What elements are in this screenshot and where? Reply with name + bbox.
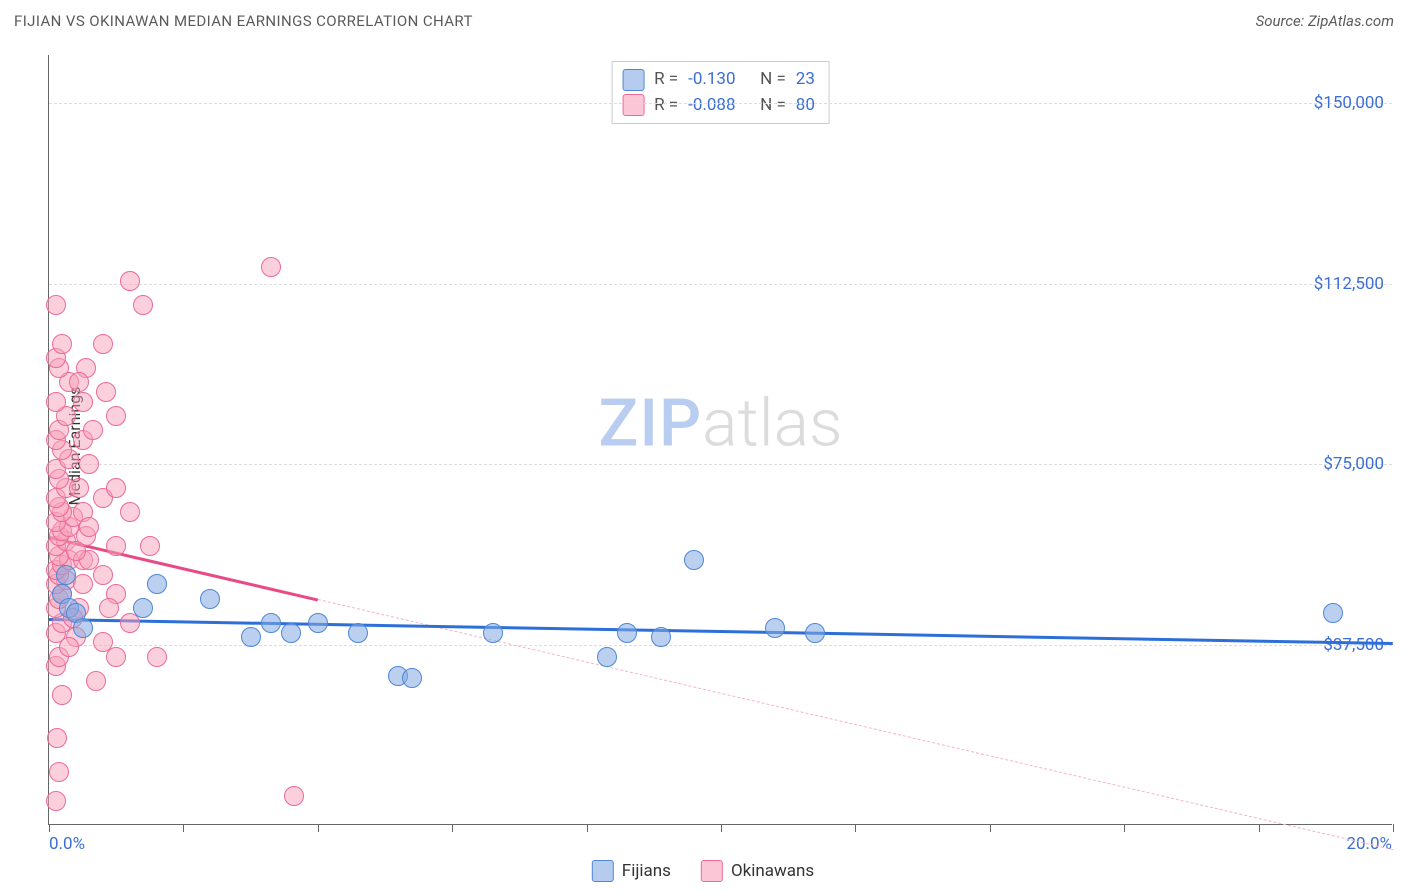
data-point xyxy=(46,295,66,315)
x-tick xyxy=(318,824,319,832)
stat-value-r: -0.130 xyxy=(688,67,750,93)
data-point xyxy=(56,565,76,585)
data-point xyxy=(79,517,99,537)
data-point xyxy=(200,589,220,609)
stat-label-n: N = xyxy=(760,67,786,93)
swatch-icon xyxy=(622,69,644,91)
x-tick xyxy=(1124,824,1125,832)
data-point xyxy=(120,271,140,291)
swatch-icon xyxy=(701,860,723,882)
gridline xyxy=(49,284,1392,285)
data-point xyxy=(684,550,704,570)
data-point xyxy=(147,647,167,667)
data-point xyxy=(47,728,67,748)
watermark-part2: atlas xyxy=(702,386,842,463)
header: FIJIAN VS OKINAWAN MEDIAN EARNINGS CORRE… xyxy=(0,0,1406,42)
data-point xyxy=(93,565,113,585)
data-point xyxy=(106,406,126,426)
stats-row-okinawans: R = -0.088 N = 80 xyxy=(622,93,815,119)
x-tick xyxy=(990,824,991,832)
data-point xyxy=(106,647,126,667)
source-attribution: Source: ZipAtlas.com xyxy=(1256,12,1394,30)
data-point xyxy=(83,420,103,440)
data-point xyxy=(261,257,281,277)
data-point xyxy=(483,623,503,643)
y-tick-label: $75,000 xyxy=(1323,454,1384,474)
data-point xyxy=(402,668,422,688)
stat-value-r: -0.088 xyxy=(688,93,750,119)
data-point xyxy=(651,627,671,647)
data-point xyxy=(308,613,328,633)
data-point xyxy=(597,647,617,667)
x-tick xyxy=(452,824,453,832)
x-tick xyxy=(1393,824,1394,832)
trendline xyxy=(318,599,1393,850)
legend-label: Fijians xyxy=(622,861,671,881)
plot-area: ZIPatlas R = -0.130 N = 23 R = -0.088 N … xyxy=(48,55,1392,825)
data-point xyxy=(147,574,167,594)
data-point xyxy=(96,382,116,402)
data-point xyxy=(617,623,637,643)
data-point xyxy=(69,478,89,498)
data-point xyxy=(281,623,301,643)
watermark-part1: ZIP xyxy=(599,386,703,463)
stats-row-fijians: R = -0.130 N = 23 xyxy=(622,67,815,93)
data-point xyxy=(348,623,368,643)
chart-title: FIJIAN VS OKINAWAN MEDIAN EARNINGS CORRE… xyxy=(14,12,473,30)
data-point xyxy=(73,392,93,412)
data-point xyxy=(66,541,86,561)
x-tick xyxy=(1259,824,1260,832)
data-point xyxy=(805,623,825,643)
data-point xyxy=(140,536,160,556)
x-tick-label: 0.0% xyxy=(49,834,85,854)
data-point xyxy=(241,627,261,647)
bottom-legend: Fijians Okinawans xyxy=(592,860,814,882)
data-point xyxy=(73,618,93,638)
data-point xyxy=(52,685,72,705)
data-point xyxy=(86,671,106,691)
watermark: ZIPatlas xyxy=(599,386,843,463)
stat-label-r: R = xyxy=(654,67,678,93)
legend-item-fijians: Fijians xyxy=(592,860,671,882)
data-point xyxy=(79,454,99,474)
data-point xyxy=(261,613,281,633)
y-tick-label: $112,500 xyxy=(1314,274,1384,294)
data-point xyxy=(106,536,126,556)
stat-value-n: 23 xyxy=(796,67,815,93)
data-point xyxy=(93,334,113,354)
legend-item-okinawans: Okinawans xyxy=(701,860,814,882)
data-point xyxy=(73,574,93,594)
data-point xyxy=(52,334,72,354)
data-point xyxy=(120,502,140,522)
gridline xyxy=(49,464,1392,465)
x-tick xyxy=(49,824,50,832)
data-point xyxy=(46,791,66,811)
stat-label-r: R = xyxy=(654,93,678,119)
gridline xyxy=(49,103,1392,104)
data-point xyxy=(69,372,89,392)
data-point xyxy=(59,637,79,657)
swatch-icon xyxy=(592,860,614,882)
data-point xyxy=(99,598,119,618)
swatch-icon xyxy=(622,94,644,116)
data-point xyxy=(284,786,304,806)
stat-value-n: 80 xyxy=(796,93,815,119)
data-point xyxy=(106,478,126,498)
data-point xyxy=(1323,603,1343,623)
x-tick xyxy=(587,824,588,832)
x-tick xyxy=(855,824,856,832)
data-point xyxy=(765,618,785,638)
x-tick xyxy=(183,824,184,832)
data-point xyxy=(49,762,69,782)
x-tick xyxy=(721,824,722,832)
stats-box: R = -0.130 N = 23 R = -0.088 N = 80 xyxy=(611,61,830,124)
data-point xyxy=(133,598,153,618)
y-tick-label: $150,000 xyxy=(1314,93,1384,113)
data-point xyxy=(133,295,153,315)
legend-label: Okinawans xyxy=(731,861,814,881)
stat-label-n: N = xyxy=(760,93,786,119)
data-point xyxy=(46,392,66,412)
